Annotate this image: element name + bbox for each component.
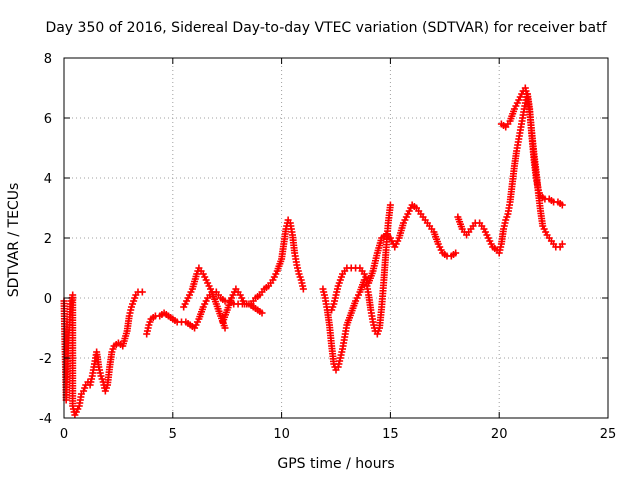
y-tick-label: 6 — [44, 112, 52, 127]
y-tick-label: -4 — [39, 412, 52, 427]
data-point — [386, 201, 394, 209]
y-tick-label: -2 — [39, 352, 52, 367]
x-tick-label: 20 — [491, 427, 508, 442]
data-point — [452, 249, 460, 257]
x-tick-label: 15 — [382, 427, 399, 442]
y-tick-label: 8 — [44, 52, 52, 67]
data-point — [138, 288, 146, 296]
data-point — [221, 324, 229, 332]
x-tick-label: 25 — [600, 427, 617, 442]
chart-title: Day 350 of 2016, Sidereal Day-to-day VTE… — [45, 20, 607, 36]
axis-ticks: 0 5 10 15 20 25 -4 -2 0 2 4 6 8 — [39, 52, 616, 442]
x-axis-label: GPS time / hours — [277, 456, 395, 472]
y-tick-label: 0 — [44, 292, 52, 307]
y-axis-label: SDTVAR / TECUs — [6, 182, 22, 298]
data-point — [558, 201, 566, 209]
y-tick-label: 2 — [44, 232, 52, 247]
data-point — [299, 285, 307, 293]
x-tick-label: 5 — [169, 427, 177, 442]
x-tick-label: 0 — [60, 427, 68, 442]
data-point — [558, 240, 566, 248]
data-point — [258, 309, 266, 317]
x-tick-label: 10 — [273, 427, 290, 442]
data-points — [60, 84, 566, 419]
y-tick-label: 4 — [44, 172, 52, 187]
